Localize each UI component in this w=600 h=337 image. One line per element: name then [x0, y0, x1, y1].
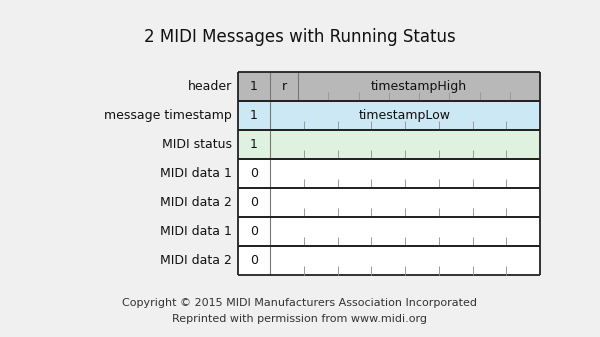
Bar [238, 246, 270, 275]
Bar [238, 159, 270, 188]
Text: MIDI data 2: MIDI data 2 [160, 254, 232, 267]
Text: Copyright © 2015 MIDI Manufacturers Association Incorporated: Copyright © 2015 MIDI Manufacturers Asso… [122, 298, 478, 308]
Text: 0: 0 [250, 254, 258, 267]
Bar [238, 217, 270, 246]
Text: 0: 0 [250, 167, 258, 180]
Bar [270, 72, 298, 101]
Bar [238, 101, 270, 130]
Text: timestampHigh: timestampHigh [371, 80, 467, 93]
Bar [270, 217, 540, 246]
Text: r: r [281, 80, 287, 93]
Text: MIDI data 1: MIDI data 1 [160, 167, 232, 180]
Bar [270, 159, 540, 188]
Text: header: header [188, 80, 232, 93]
Bar [238, 72, 270, 101]
Text: 2 MIDI Messages with Running Status: 2 MIDI Messages with Running Status [144, 28, 456, 46]
Bar [238, 130, 270, 159]
Bar [270, 130, 540, 159]
Bar [298, 72, 540, 101]
Text: MIDI data 1: MIDI data 1 [160, 225, 232, 238]
Text: 1: 1 [250, 138, 258, 151]
Text: message timestamp: message timestamp [104, 109, 232, 122]
Text: 0: 0 [250, 225, 258, 238]
Text: MIDI data 2: MIDI data 2 [160, 196, 232, 209]
Bar [270, 246, 540, 275]
Text: 0: 0 [250, 196, 258, 209]
Bar [270, 101, 540, 130]
Text: Reprinted with permission from www.midi.org: Reprinted with permission from www.midi.… [173, 314, 427, 324]
Bar [238, 188, 270, 217]
Text: 1: 1 [250, 109, 258, 122]
Bar [270, 188, 540, 217]
Text: 1: 1 [250, 80, 258, 93]
Text: timestampLow: timestampLow [359, 109, 451, 122]
Text: MIDI status: MIDI status [162, 138, 232, 151]
